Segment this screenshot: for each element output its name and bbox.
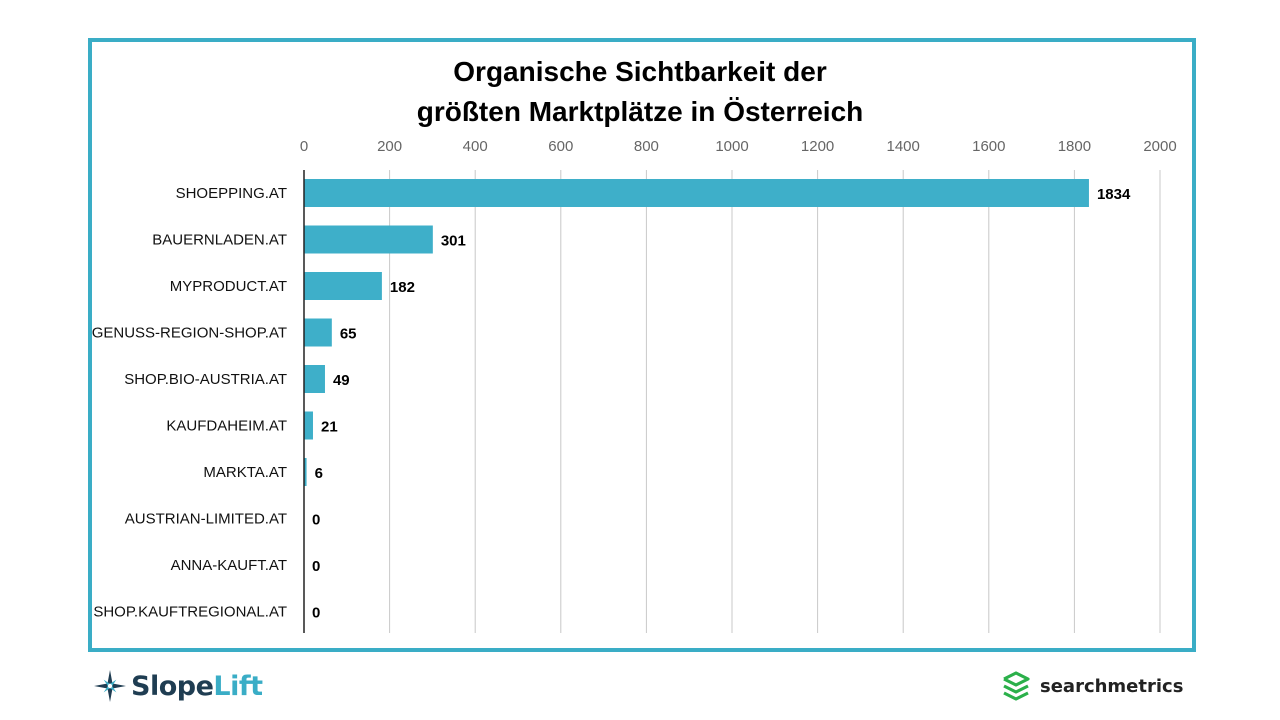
x-tick-label: 1000 — [715, 138, 748, 155]
chart-title: Organische Sichtbarkeit der größten Mark… — [90, 52, 1190, 132]
bar-6 — [304, 411, 313, 440]
category-label: AUSTRIAN-LIMITED.AT — [125, 511, 287, 528]
x-tick-label: 1400 — [887, 138, 920, 155]
bar-2 — [304, 225, 433, 254]
x-tick-label: 0 — [300, 138, 308, 155]
category-label: KAUFDAHEIM.AT — [166, 418, 287, 435]
x-tick-label: 1200 — [801, 138, 834, 155]
bar-3 — [304, 272, 382, 300]
bar-7 — [304, 458, 307, 486]
data-label: 21 — [321, 419, 338, 436]
bar-1 — [304, 179, 1089, 207]
searchmetrics-logo: searchmetrics — [1000, 668, 1183, 704]
slopelift-logo: SlopeLift — [93, 666, 263, 706]
layers-icon — [1003, 671, 1030, 701]
category-label: SHOP.BIO-AUSTRIA.AT — [124, 371, 287, 388]
x-tick-label: 2000 — [1143, 138, 1176, 155]
x-tick-label: 200 — [377, 138, 402, 155]
chart-title-line-1: Organische Sichtbarkeit der — [453, 56, 827, 87]
category-label: MYPRODUCT.AT — [170, 278, 287, 295]
x-tick-label: 1600 — [972, 138, 1005, 155]
searchmetrics-wordmark: searchmetrics — [1040, 675, 1184, 697]
x-tick-label: 600 — [548, 138, 573, 155]
category-label: BAUERNLADEN.AT — [152, 232, 287, 249]
category-label: ANNA-KAUFT.AT — [171, 557, 287, 574]
compass-star-icon — [94, 670, 126, 702]
data-label: 0 — [312, 605, 320, 622]
category-label: SHOEPPING.AT — [176, 185, 287, 202]
chart-title-line-2: größten Marktplätze in Österreich — [416, 96, 864, 127]
slopelift-wordmark: SlopeLift — [131, 670, 263, 702]
x-tick-label: 800 — [634, 138, 659, 155]
category-label: GENUSS-REGION-SHOP.AT — [92, 325, 287, 342]
category-label: MARKTA.AT — [203, 464, 287, 481]
data-label: 182 — [390, 279, 415, 296]
x-tick-label: 400 — [463, 138, 488, 155]
category-label: SHOP.KAUFTREGIONAL.AT — [93, 604, 287, 621]
data-label: 49 — [333, 372, 350, 389]
data-label: 65 — [340, 326, 357, 343]
bar-5 — [304, 365, 325, 393]
x-tick-label: 1800 — [1058, 138, 1091, 155]
data-label: 6 — [315, 465, 323, 482]
data-label: 0 — [312, 512, 320, 529]
data-label: 1834 — [1097, 186, 1131, 203]
data-label: 301 — [441, 233, 466, 250]
bar-4 — [304, 318, 332, 347]
data-label: 0 — [312, 558, 320, 575]
chart-frame — [88, 38, 1196, 652]
